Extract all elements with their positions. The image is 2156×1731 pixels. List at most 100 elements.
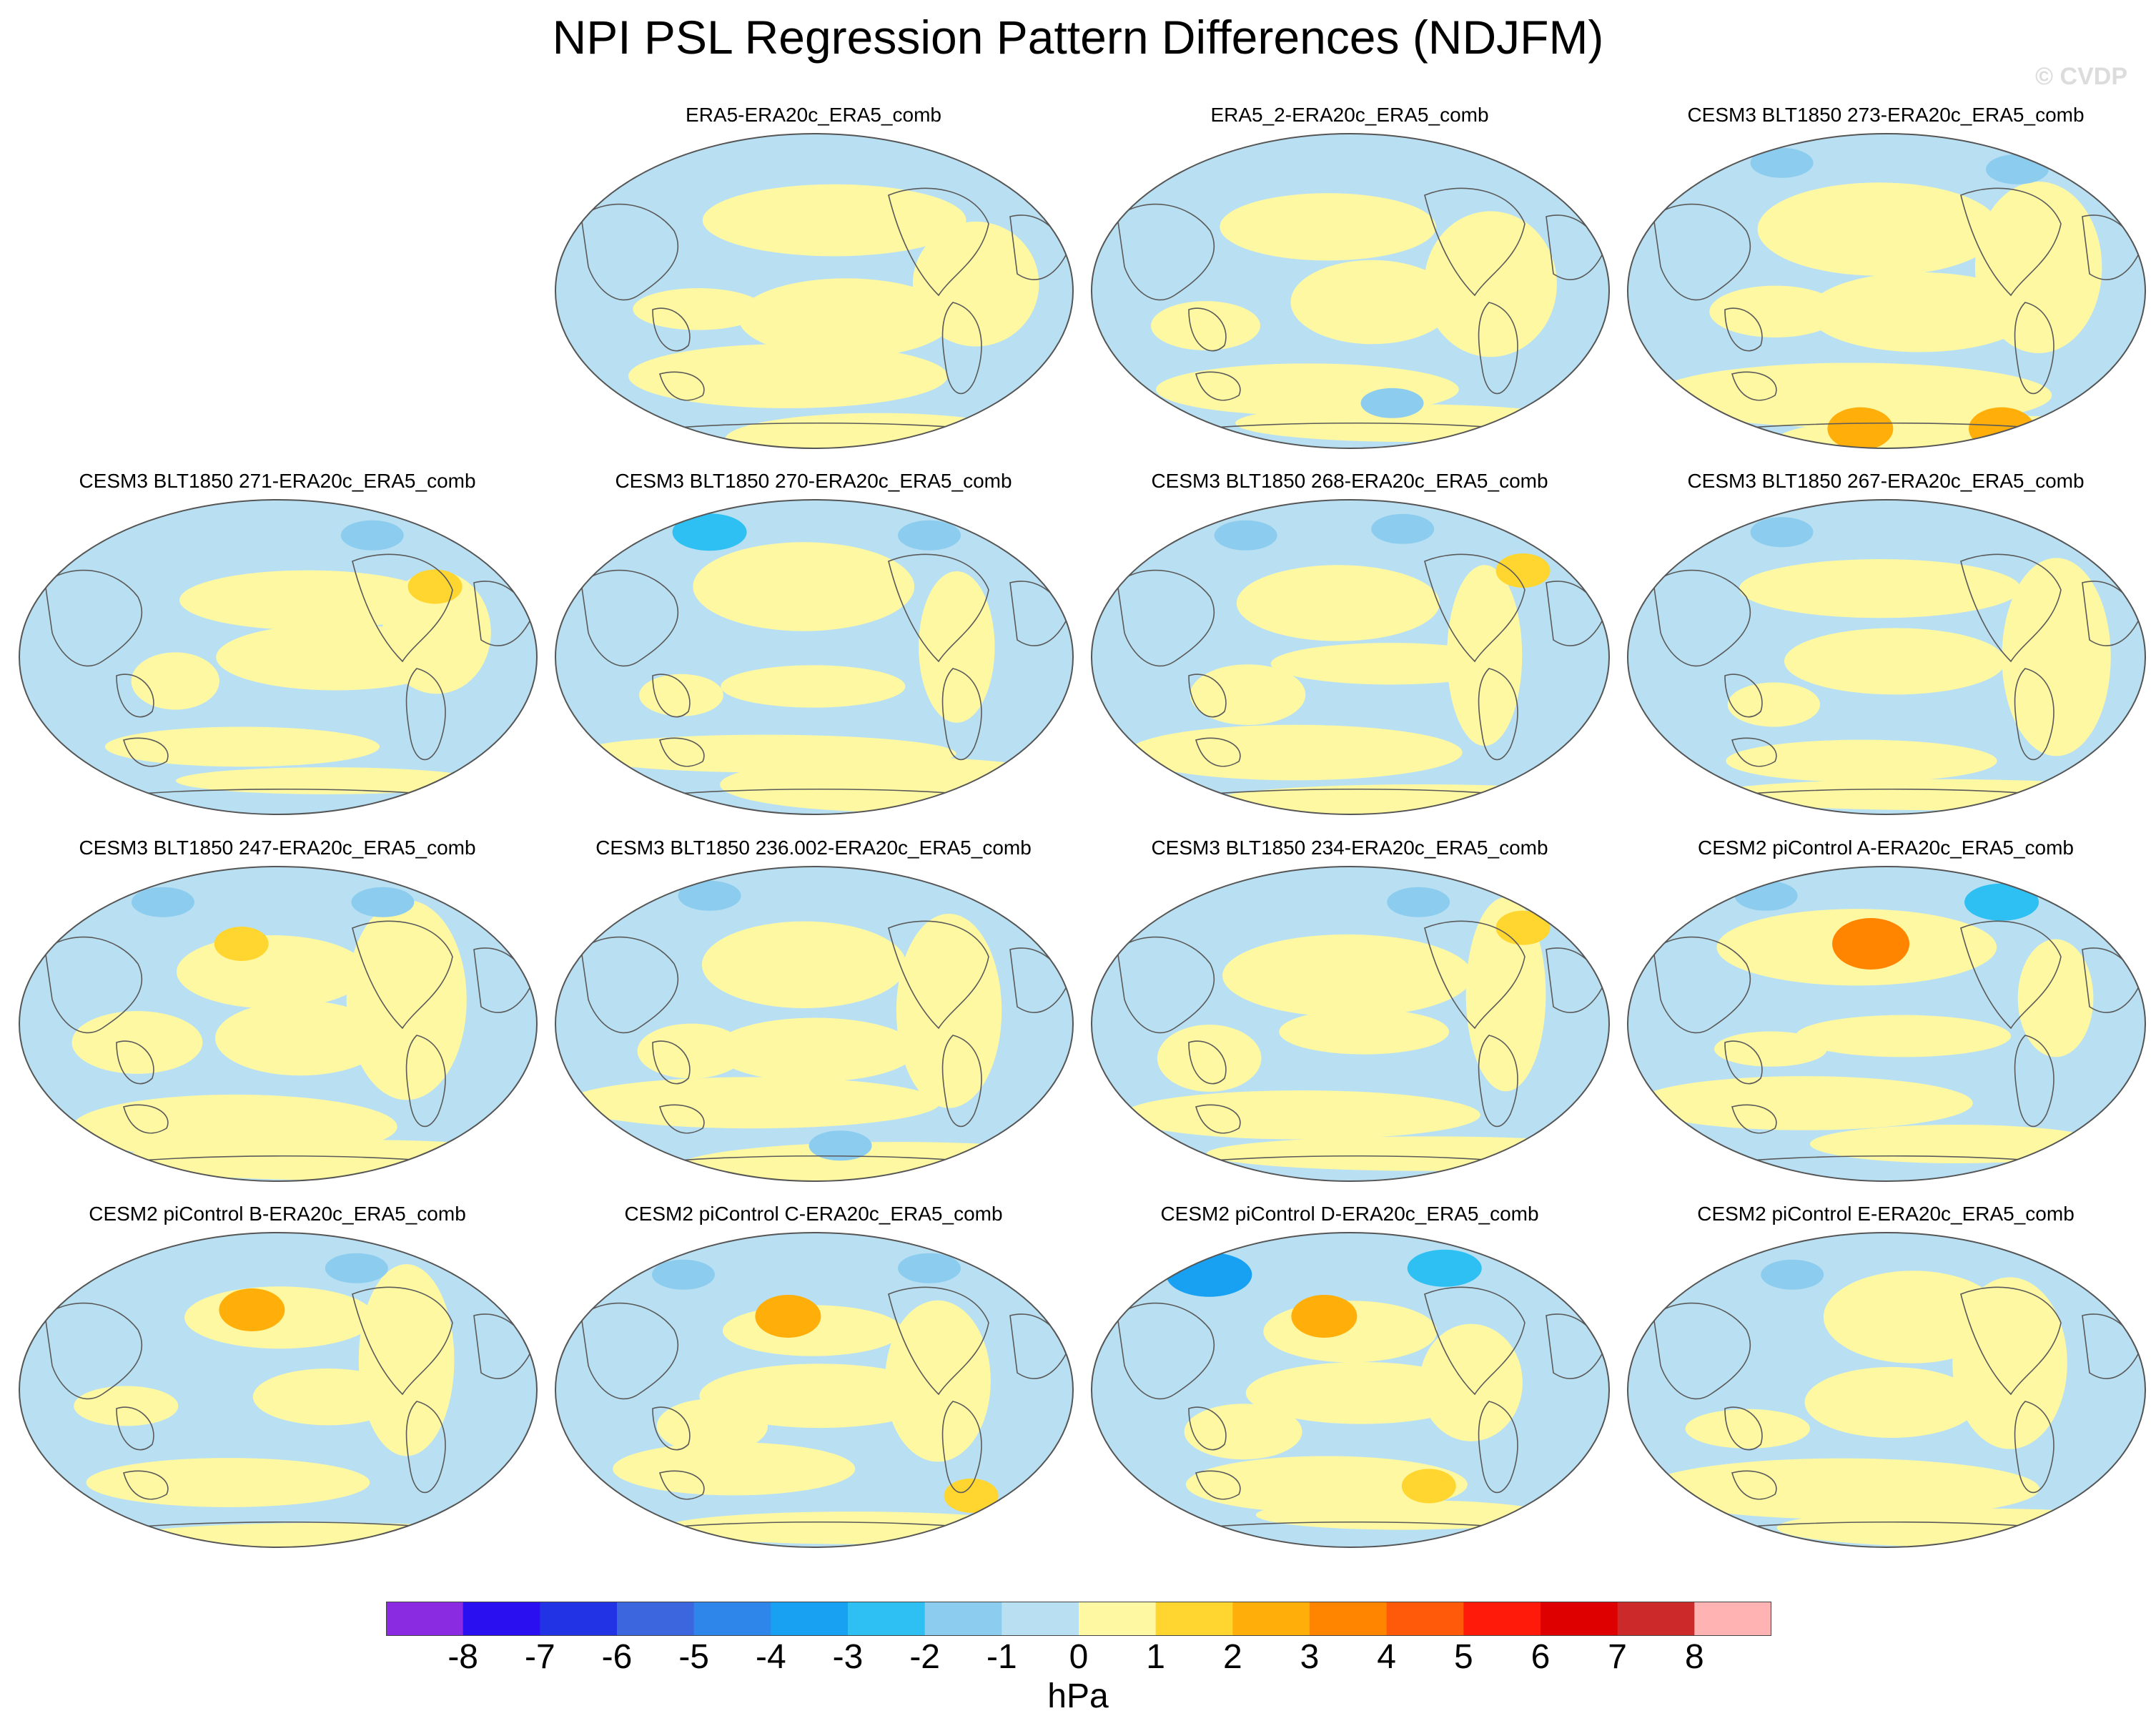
map-globe: [1091, 499, 1610, 815]
map-panel: CESM3 BLT1850 267-ERA20c_ERA5_comb: [1621, 470, 2150, 834]
map-panel: CESM2 piControl D-ERA20c_ERA5_comb: [1085, 1203, 1614, 1567]
colorbar: [386, 1602, 1771, 1636]
coastline: [1478, 668, 1518, 761]
positive-anomaly-blob: [219, 1288, 285, 1331]
positive-anomaly-region: [1184, 1404, 1302, 1460]
coastline: [2014, 302, 2054, 395]
positive-anomaly-region: [702, 184, 966, 257]
colorbar-tick-label: 3: [1300, 1638, 1320, 1676]
positive-anomaly-blob: [214, 927, 269, 961]
coastline: [116, 1040, 154, 1085]
coastline: [1731, 737, 1777, 767]
positive-anomaly-region: [71, 1011, 203, 1074]
positive-anomaly-region: [1795, 1015, 2012, 1057]
colorbar-segment: [848, 1602, 926, 1636]
coastline: [888, 920, 989, 1030]
coastline: [580, 203, 679, 301]
colorbar-segment: [1463, 1602, 1541, 1636]
positive-anomaly-region: [1804, 1366, 1979, 1438]
positive-anomaly-region: [131, 652, 219, 710]
positive-anomaly-blob: [1832, 918, 1910, 970]
colorbar-tick-label: -2: [909, 1638, 940, 1676]
coastline: [1653, 569, 1751, 667]
positive-anomaly-region: [382, 571, 491, 694]
coastline: [1653, 936, 1751, 1034]
positive-anomaly-region: [74, 1386, 179, 1426]
watermark: © CVDP: [2035, 63, 2127, 90]
positive-anomaly-region: [1420, 1323, 1523, 1441]
positive-anomaly-blob: [1969, 407, 2035, 448]
positive-anomaly-blob: [944, 1478, 999, 1513]
panel-title: CESM3 BLT1850 247-ERA20c_ERA5_comb: [79, 837, 476, 859]
coastline: [1188, 307, 1227, 352]
negative-anomaly-blob: [1360, 388, 1424, 418]
colorbar-border: [386, 1602, 1771, 1636]
negative-anomaly-blob: [325, 1253, 388, 1283]
globe-outline: [19, 866, 538, 1182]
map-panel: CESM2 piControl A-ERA20c_ERA5_comb: [1621, 837, 2150, 1201]
map-panel: CESM3 BLT1850 270-ERA20c_ERA5_comb: [549, 470, 1078, 834]
colorbar-tick-label: 5: [1453, 1638, 1473, 1676]
globe-outline: [555, 499, 1074, 815]
positive-anomaly-region: [346, 899, 467, 1100]
coastline: [1960, 920, 2062, 1030]
globe-outline: [1627, 1232, 2146, 1548]
positive-anomaly-region: [637, 1023, 746, 1079]
colorbar-tick-label: 2: [1222, 1638, 1242, 1676]
panel-title: ERA5_2-ERA20c_ERA5_comb: [1210, 104, 1489, 126]
coastline: [941, 302, 982, 395]
coastline: [1188, 1040, 1227, 1085]
positive-anomaly-region: [639, 674, 723, 716]
panel-title: CESM2 piControl C-ERA20c_ERA5_comb: [624, 1203, 1003, 1225]
coastline: [44, 1302, 143, 1400]
coastline: [44, 569, 143, 667]
map-panel: ERA5-ERA20c_ERA5_comb: [549, 104, 1078, 468]
positive-anomaly-region: [1424, 211, 1557, 357]
colorbar-tick-label: -6: [601, 1638, 633, 1676]
map-globe: [555, 866, 1074, 1182]
coastline: [352, 553, 453, 663]
coastline: [1117, 1302, 1215, 1400]
negative-anomaly-blob: [351, 887, 415, 917]
map-globe: [1627, 866, 2146, 1182]
positive-anomaly-region: [177, 934, 367, 1009]
map-globe: [555, 499, 1074, 815]
colorbar-segment: [1079, 1602, 1157, 1636]
coastline: [941, 668, 982, 761]
positive-anomaly-region: [1122, 1090, 1480, 1140]
panel-title: CESM2 piControl D-ERA20c_ERA5_comb: [1160, 1203, 1539, 1225]
negative-anomaly-blob: [1214, 520, 1277, 551]
positive-anomaly-region: [1709, 779, 2145, 811]
coastline: [2014, 1035, 2054, 1128]
negative-anomaly-blob: [1387, 887, 1450, 917]
negative-anomaly-blob: [898, 1253, 961, 1283]
coastline: [1653, 203, 1751, 301]
positive-anomaly-region: [738, 278, 954, 358]
negative-anomaly-blob: [1761, 1259, 1824, 1290]
positive-anomaly-region: [215, 1000, 386, 1076]
coastline: [2014, 1401, 2054, 1494]
positive-anomaly-region: [1726, 739, 1997, 782]
coastline: [580, 569, 679, 667]
coastline: [1731, 371, 1777, 401]
coastline: [1724, 674, 1763, 718]
map-globe: [19, 499, 538, 815]
coastline: [1117, 203, 1215, 301]
positive-anomaly-blob: [1495, 553, 1551, 588]
positive-anomaly-region: [896, 913, 1002, 1108]
coastline: [2014, 668, 2054, 761]
positive-anomaly-region: [1653, 363, 2052, 428]
positive-anomaly-region: [633, 288, 764, 330]
coastline: [1478, 1035, 1518, 1128]
colorbar-segment: [463, 1602, 540, 1636]
coastline: [652, 674, 691, 718]
map-globe: [555, 1232, 1074, 1548]
chart-title: NPI PSL Regression Pattern Differences (…: [552, 11, 1604, 64]
negative-anomaly-blob: [1371, 513, 1435, 544]
colorbar-tick-label: 7: [1608, 1638, 1627, 1676]
panel-title: CESM3 BLT1850 270-ERA20c_ERA5_comb: [615, 470, 1012, 492]
globe-outline: [1091, 133, 1610, 449]
coastline: [1731, 1470, 1777, 1500]
positive-anomaly-region: [1784, 628, 2006, 695]
map-panel: CESM3 BLT1850 236.002-ERA20c_ERA5_comb: [549, 837, 1078, 1201]
